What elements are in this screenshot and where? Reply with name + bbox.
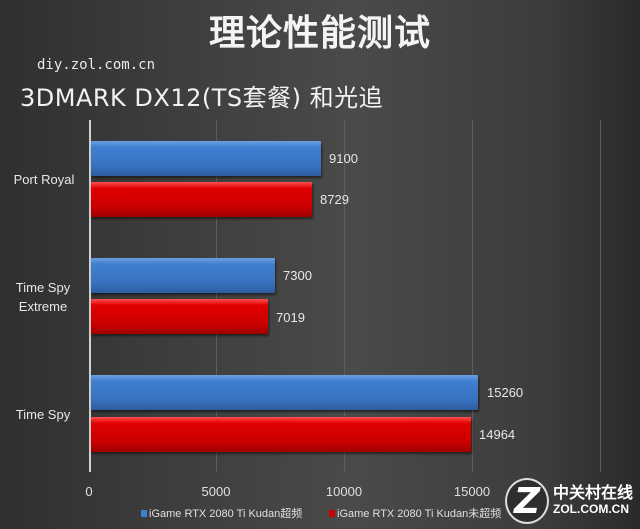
category-label-time-spy: Time Spy [15,407,71,422]
value-label: 14964 [479,427,516,442]
bar-time-spy-oc [91,375,478,410]
bar-port-royal-oc [91,141,321,176]
zol-logo-icon: Z [505,478,549,524]
category-label-line: Time Spy [15,280,71,295]
site-url: diy.zol.com.cn [37,57,156,73]
value-label: 7019 [276,310,305,325]
gridline-10000 [344,120,345,472]
x-tick-label: 10000 [325,484,363,499]
x-tick-label: 15000 [453,484,491,499]
bar-time-spy-extreme-oc [91,258,275,293]
watermark-cn: 中关村在线 [553,483,634,502]
category-label-port-royal: Port Royal [13,172,75,187]
value-label: 15260 [487,385,524,400]
y-axis-line [89,120,91,472]
bar-time-spy-extreme-stock [91,299,268,334]
legend-swatch-red-icon [329,509,335,517]
category-label-time-spy-extreme: Time Spy Extreme [3,278,83,316]
legend-item-stock: iGame RTX 2080 Ti Kudan未超频 [329,505,501,521]
value-label: 9100 [329,151,358,166]
category-label-line: Extreme [18,299,68,314]
gridline-15000 [472,120,473,472]
gridline-5000 [216,120,217,472]
watermark-en: ZOL.COM.CN [553,502,629,516]
gridline-20000 [600,120,601,472]
x-tick-label: 0 [85,484,93,499]
value-label: 8729 [320,192,349,207]
value-label: 7300 [283,268,312,283]
legend-item-oc: iGame RTX 2080 Ti Kudan超频 [141,505,302,521]
zol-watermark: Z 中关村在线 ZOL.COM.CN [505,478,633,524]
x-tick-label: 5000 [201,484,231,499]
legend-swatch-blue-icon [141,509,147,517]
legend-label: iGame RTX 2080 Ti Kudan超频 [149,508,303,520]
page-title: 理论性能测试 [208,13,431,54]
chart-subtitle: 3DMARK DX12(TS套餐) 和光追 [20,84,384,112]
bar-port-royal-stock [91,182,312,217]
legend-label: iGame RTX 2080 Ti Kudan未超频 [337,508,502,520]
bar-time-spy-stock [91,417,471,452]
